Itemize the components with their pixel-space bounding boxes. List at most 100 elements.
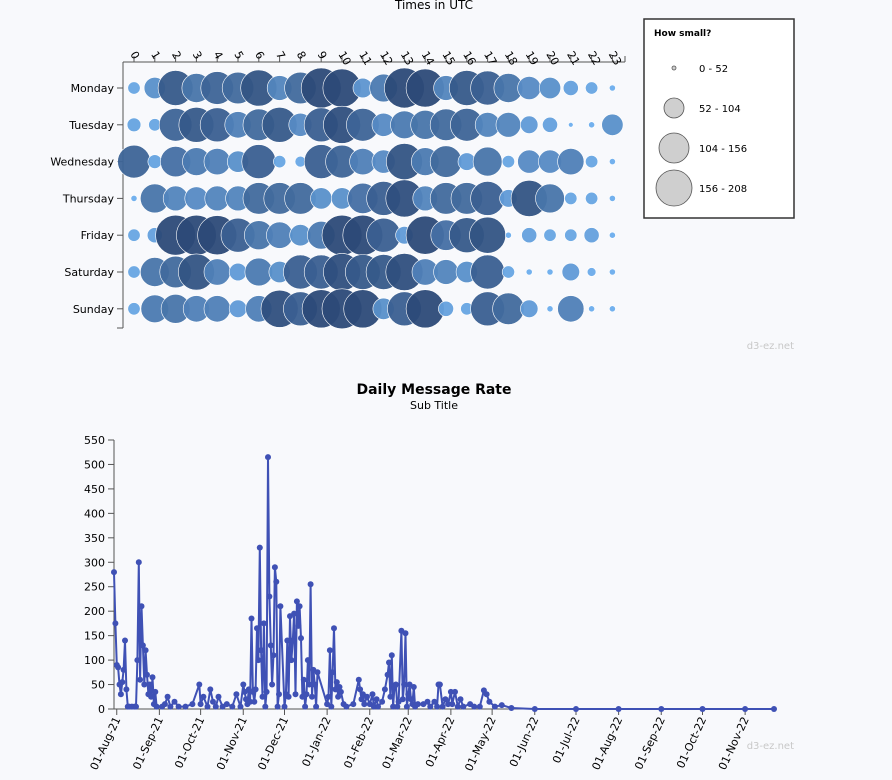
data-point [384,671,391,678]
x-tick-label: 20 [543,49,561,68]
data-point [262,703,269,710]
punchcard-bubble [273,155,287,169]
data-point [260,620,267,627]
legend-item-label: 156 - 208 [699,184,747,195]
data-point [212,703,219,710]
data-point [291,610,298,617]
data-point [314,669,321,676]
punchcard-title: Times in UTC [394,0,473,12]
x-tick-label: 01-Apr-22 [423,715,458,769]
punchcard-bubble [568,122,574,128]
data-point [337,688,344,695]
data-point [296,603,303,610]
data-point [161,701,168,708]
data-point [399,696,406,703]
data-point [387,693,394,700]
data-point [135,559,142,566]
data-point [111,569,117,576]
x-tick-label: 01-Feb-22 [341,715,376,771]
punchcard-bubble [588,305,595,313]
y-tick-label: 350 [84,532,105,545]
data-point [460,703,467,710]
data-point [303,691,310,698]
x-tick-label: 13 [398,49,416,68]
data-point [254,625,260,632]
punchcard-bubble [127,302,141,316]
legend-swatch [655,169,693,207]
x-tick-label: 01-Dec-21 [255,715,291,772]
punchcard-bubble [609,268,616,276]
y-tick-label: Sunday [73,303,115,316]
x-tick-label: 01-Jul-22 [550,715,583,766]
data-point [284,637,291,644]
y-tick-label: 400 [84,507,105,520]
data-point [364,693,370,700]
punchcard-bubble [542,116,558,133]
data-point [336,684,343,690]
data-point [167,703,174,710]
x-tick-label: 17 [481,49,499,68]
punchcard-bubble [583,227,600,244]
punchcard-bubble [266,221,294,249]
punchcard-bubble [609,231,616,239]
punchcard-bubble [521,227,538,244]
data-point [457,696,464,703]
punchcard-bubble [438,300,454,317]
data-point [335,693,342,700]
data-point [326,647,333,654]
punchcard-bubble [469,216,507,254]
data-point [276,691,282,698]
punchcard-bubble [535,183,565,214]
punchcard-bubble [492,292,525,325]
data-point [343,703,350,710]
data-point [442,696,449,703]
legend-title: How small? [654,29,711,39]
data-point [289,637,296,644]
punchcard-legend: How small? 0 - 52 52 - 104 104 - 156 156 - … [643,18,795,219]
data-point [401,681,408,688]
line-chart-axes: 0 50 100 150 200 250 300 350 400 450 500 550 01-Aug-… [84,434,774,773]
data-point [439,703,446,710]
data-point [329,669,336,676]
punchcard-bubble [162,185,189,212]
data-point [369,691,376,698]
data-point [171,698,178,705]
x-tick-label: 15 [439,49,457,68]
punchcard-bubble [601,113,624,136]
punchcard-bubble [203,295,231,323]
punchcard-bubble [429,145,463,178]
x-tick-label: 2 [169,49,184,62]
legend-item-label: 52 - 104 [699,104,741,115]
data-point [325,693,332,700]
punchcard-bubble [241,144,277,179]
punchcard-bubble [130,194,138,202]
legend-item-label: 0 - 52 [699,64,728,75]
data-point [699,706,706,712]
data-point [267,642,274,649]
data-point [251,698,258,705]
data-point [306,681,313,688]
data-point [292,691,299,698]
data-point [307,581,314,588]
y-tick-label: Wednesday [50,156,114,169]
data-point [615,706,622,712]
y-tick-label: Tuesday [68,119,114,132]
data-point [328,703,335,710]
x-tick-label: 01-Jun-22 [507,715,541,769]
x-tick-label: 21 [564,49,582,68]
x-tick-label: 01-May-22 [462,715,498,773]
data-point [476,703,483,710]
series-line [113,456,774,710]
punchcard-bubble [126,117,142,133]
x-tick-label: 01-Nov-21 [214,715,250,772]
data-point [120,666,127,673]
x-tick-label: 3 [190,49,205,62]
data-point [117,691,124,698]
x-tick-label: 01-Aug-21 [88,715,124,772]
x-tick-label: 1 [148,49,163,62]
data-point [265,454,271,461]
data-point [658,706,665,712]
data-point [431,698,438,705]
x-tick-label: 14 [419,49,437,68]
punchcard-bubble [203,258,231,286]
